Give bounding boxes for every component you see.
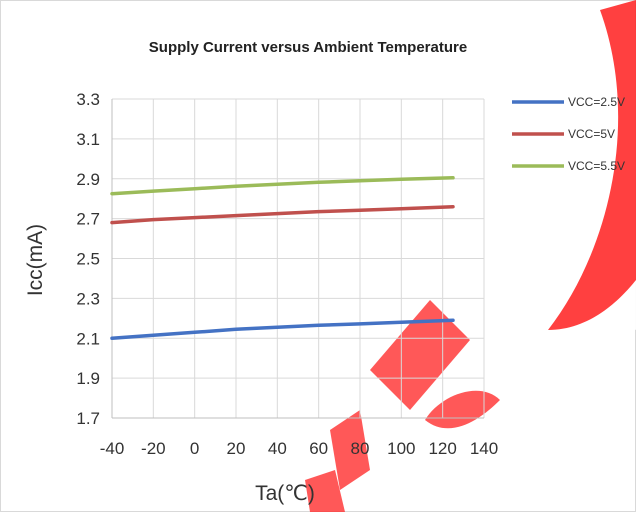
series-line-3 (110, 176, 455, 196)
x-tick-label: 0 (190, 439, 199, 458)
legend-label: VCC=2.5V (568, 95, 625, 109)
series-line-1 (110, 318, 455, 341)
x-tick-label: 60 (309, 439, 328, 458)
y-tick-label: 1.7 (76, 409, 100, 428)
watermark (305, 0, 636, 512)
y-tick-label: 1.9 (76, 369, 100, 388)
chart-title: Supply Current versus Ambient Temperatur… (149, 39, 467, 56)
x-axis-label: Ta(℃) (255, 482, 315, 505)
tick-labels: 1.7 1.9 2.1 2.3 2.5 2.7 2.9 3.1 3.3 -40 -20 0 20 40 60… (76, 90, 498, 458)
x-tick-label: 20 (227, 439, 246, 458)
x-tick-label: 100 (387, 439, 415, 458)
x-tick-label: 80 (351, 439, 370, 458)
y-tick-label: 2.1 (76, 329, 100, 348)
y-tick-label: 3.3 (76, 90, 100, 109)
grid (112, 98, 485, 418)
x-tick-label: -20 (141, 439, 166, 458)
y-axis-label: Icc(mA) (24, 224, 47, 296)
y-tick-label: 2.3 (76, 289, 100, 308)
y-tick-label: 2.9 (76, 170, 100, 189)
x-tick-label: 140 (470, 439, 498, 458)
x-tick-label: 120 (428, 439, 456, 458)
legend-label: VCC=5.5V (568, 159, 625, 173)
series-lines (110, 176, 455, 341)
series-line-2 (110, 204, 455, 225)
y-tick-label: 3.1 (76, 130, 100, 149)
x-tick-label: 40 (268, 439, 287, 458)
y-tick-label: 2.7 (76, 210, 100, 229)
legend: VCC=2.5V VCC=5V VCC=5.5V (512, 95, 625, 173)
y-tick-label: 2.5 (76, 250, 100, 269)
legend-label: VCC=5V (568, 127, 615, 141)
axes (111, 99, 484, 419)
x-tick-label: -40 (100, 439, 125, 458)
